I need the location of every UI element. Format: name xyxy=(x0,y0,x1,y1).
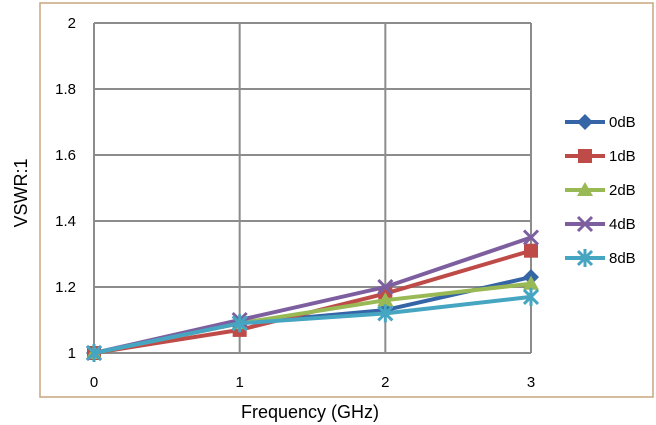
data-point-marker xyxy=(377,304,394,323)
x-tick-label: 2 xyxy=(381,374,389,391)
legend-item-1dB: 1dB xyxy=(565,148,636,165)
y-tick-label: 1.4 xyxy=(55,213,76,230)
legend-item-0dB: 0dB xyxy=(565,114,636,131)
data-point-marker xyxy=(231,314,248,333)
x-axis-ticks: 0 1 2 3 xyxy=(90,374,535,391)
x-tick-label: 3 xyxy=(527,374,535,391)
data-point-marker xyxy=(377,292,394,307)
legend-label: 4dB xyxy=(609,216,636,233)
legend-item-4dB: 4dB xyxy=(565,215,636,233)
data-point-marker xyxy=(524,243,538,258)
data-point-marker xyxy=(85,344,103,362)
y-tick-label: 1.8 xyxy=(55,81,76,98)
legend-label: 2dB xyxy=(609,182,636,199)
legend-label: 8dB xyxy=(609,250,636,267)
x-tick-label: 1 xyxy=(235,374,243,391)
data-point-marker xyxy=(522,229,540,246)
legend-label: 1dB xyxy=(609,148,636,165)
data-point-marker xyxy=(522,287,540,306)
data-point-marker xyxy=(377,278,394,296)
y-tick-label: 1.6 xyxy=(55,147,76,164)
y-axis-title: VSWR:1 xyxy=(11,158,31,227)
y-axis-ticks: 1 1.2 1.4 1.6 1.8 2 xyxy=(55,15,76,362)
data-point-marker xyxy=(578,149,592,163)
legend: 0dB 1dB 2dB 4dB 8dB xyxy=(565,114,636,267)
y-tick-label: 1.2 xyxy=(55,279,76,296)
x-axis-title: Frequency (GHz) xyxy=(241,402,379,422)
data-point-marker xyxy=(577,182,593,196)
series-group xyxy=(85,229,540,362)
chart-frame xyxy=(39,2,654,398)
data-point-marker xyxy=(576,249,594,267)
legend-label: 0dB xyxy=(609,114,636,131)
legend-item-8dB: 8dB xyxy=(565,249,636,267)
data-point-marker xyxy=(576,215,594,233)
series-line xyxy=(93,294,532,355)
data-point-marker xyxy=(577,114,593,130)
y-tick-label: 2 xyxy=(68,15,76,32)
x-tick-label: 0 xyxy=(90,374,98,391)
legend-item-2dB: 2dB xyxy=(565,182,636,199)
y-tick-label: 1 xyxy=(68,345,76,362)
series-8dB xyxy=(85,287,540,362)
data-point-marker xyxy=(523,275,539,290)
